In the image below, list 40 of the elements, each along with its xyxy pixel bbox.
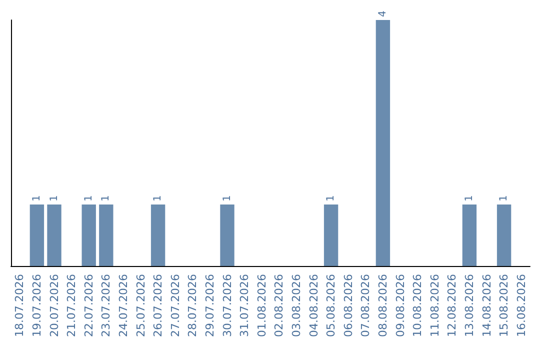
x-tick-label: 21.07.2026: [65, 274, 78, 338]
x-tick-label: 18.07.2026: [13, 274, 26, 338]
x-tick-label: 19.07.2026: [30, 274, 44, 338]
x-tick-label: 15.08.2026: [498, 274, 511, 338]
x-tick-label: 01.08.2026: [255, 274, 268, 338]
x-tick-label: 02.08.2026: [272, 274, 286, 338]
x-tick-label: 24.07.2026: [116, 274, 130, 338]
data-label: 1: [31, 195, 42, 202]
x-tick-label: 31.07.2026: [238, 274, 252, 338]
x-tick-label: 11.08.2026: [428, 274, 442, 338]
data-label: 1: [222, 195, 233, 202]
x-tick-label: 25.07.2026: [134, 274, 148, 338]
data-label: 1: [498, 195, 510, 202]
x-tick-label: 20.07.2026: [48, 274, 61, 338]
x-tick-label: 10.08.2026: [411, 274, 424, 338]
x-tick-label: 29.07.2026: [203, 274, 216, 338]
data-label: 1: [152, 195, 164, 202]
x-tick-label: 13.08.2026: [462, 274, 476, 338]
x-tick-label: 03.08.2026: [290, 274, 303, 338]
x-tick-label: 16.08.2026: [514, 274, 528, 338]
x-tick-label: 04.08.2026: [307, 274, 320, 338]
data-label: 1: [100, 195, 112, 202]
x-tick-label: 23.07.2026: [100, 274, 113, 338]
x-tick-label: 06.08.2026: [342, 274, 355, 338]
x-tick-label: 12.08.2026: [446, 274, 459, 338]
x-tick-label: 28.07.2026: [186, 274, 200, 338]
x-tick-label: 08.08.2026: [376, 274, 390, 338]
x-tick-label: 22.07.2026: [82, 274, 96, 338]
data-label: 1: [48, 195, 60, 202]
x-tick-label: 14.08.2026: [480, 274, 494, 338]
data-label: 1: [464, 195, 475, 202]
x-tick-label: 27.07.2026: [168, 274, 182, 338]
x-tick-label: 05.08.2026: [324, 274, 338, 338]
data-label: 1: [83, 195, 94, 202]
x-tick-label: 26.07.2026: [152, 274, 165, 338]
data-label: 1: [326, 195, 337, 202]
x-tick-label: 07.08.2026: [359, 274, 372, 338]
x-tick-label: 09.08.2026: [394, 274, 407, 338]
data-label: 4: [377, 10, 388, 17]
x-tick-label: 30.07.2026: [220, 274, 234, 338]
